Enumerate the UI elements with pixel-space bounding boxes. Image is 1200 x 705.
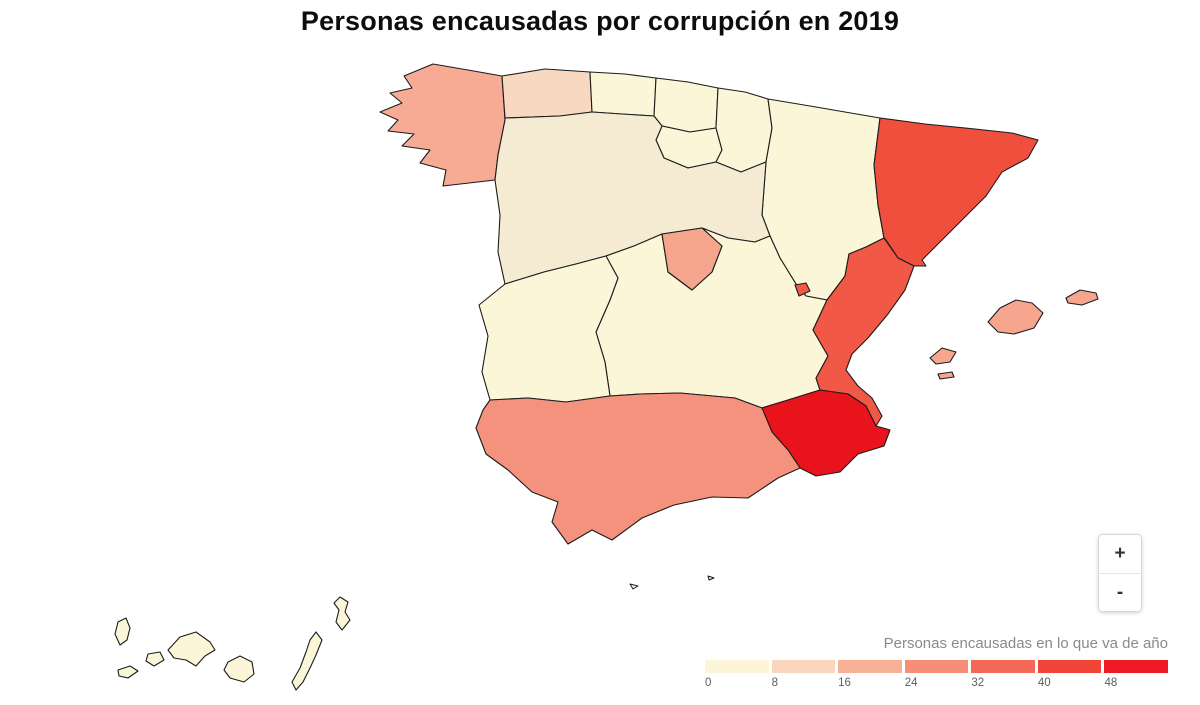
legend-swatch xyxy=(705,660,769,673)
legend-swatch xyxy=(1104,660,1169,673)
region-andalucia[interactable] xyxy=(475,392,801,545)
legend-stop: 32 xyxy=(971,660,1035,689)
region-madrid[interactable] xyxy=(661,227,723,291)
legend-tick-label: 40 xyxy=(1037,677,1051,689)
region-canarias-tenerife[interactable] xyxy=(167,631,216,667)
region-canarias-el-hierro[interactable] xyxy=(117,665,139,679)
region-valencia-exclave[interactable] xyxy=(794,282,811,297)
legend-stop: 40 xyxy=(1037,660,1102,689)
zoom-out-button[interactable]: - xyxy=(1099,573,1141,611)
legend-scale: 0 8 16 24 32 40 48 xyxy=(705,660,1169,689)
legend-tick-label: 32 xyxy=(971,677,985,689)
region-baleares-ibiza[interactable] xyxy=(929,347,957,365)
legend-tick-label: 8 xyxy=(771,677,778,689)
legend-swatch xyxy=(971,660,1035,673)
legend-swatch xyxy=(771,660,836,673)
legend-tick-label: 24 xyxy=(904,677,918,689)
legend-tick-label: 0 xyxy=(705,677,712,689)
legend-swatch xyxy=(904,660,969,673)
legend-swatch xyxy=(1037,660,1102,673)
map-zoom-control: + - xyxy=(1098,534,1142,612)
zoom-in-button[interactable]: + xyxy=(1099,535,1141,573)
legend-tick-label: 16 xyxy=(838,677,851,689)
region-extremadura[interactable] xyxy=(478,255,619,403)
region-cataluna[interactable] xyxy=(873,117,1039,267)
legend: Personas encausadas en lo que va de año … xyxy=(705,635,1169,689)
legend-stop: 24 xyxy=(904,660,969,689)
legend-tick-label: 48 xyxy=(1104,677,1118,689)
region-asturias[interactable] xyxy=(501,68,593,119)
region-canarias-lanzarote[interactable] xyxy=(333,596,351,631)
legend-stop: 8 xyxy=(771,660,836,689)
region-galicia[interactable] xyxy=(379,63,506,187)
region-cantabria[interactable] xyxy=(589,71,657,117)
region-baleares-formentera[interactable] xyxy=(937,371,955,380)
legend-stop: 16 xyxy=(838,660,902,689)
region-navarra[interactable] xyxy=(715,87,773,173)
map-regions xyxy=(114,63,1099,691)
legend-title: Personas encausadas en lo que va de año xyxy=(883,635,1168,652)
region-melilla[interactable] xyxy=(707,575,715,581)
chart-title: Personas encausadas por corrupción en 20… xyxy=(300,6,900,36)
region-ceuta[interactable] xyxy=(629,583,639,590)
legend-swatch xyxy=(838,660,902,673)
legend-stop: 48 xyxy=(1104,660,1169,689)
region-baleares-mallorca[interactable] xyxy=(987,299,1044,335)
legend-stop: 0 xyxy=(705,660,769,689)
region-canarias-fuerteventura[interactable] xyxy=(291,631,323,691)
region-pais-vasco[interactable] xyxy=(653,77,719,133)
region-canarias-la-palma[interactable] xyxy=(114,617,131,646)
region-canarias-la-gomera[interactable] xyxy=(145,651,165,667)
region-baleares-menorca[interactable] xyxy=(1065,289,1099,306)
region-canarias-gran-canaria[interactable] xyxy=(223,655,255,683)
